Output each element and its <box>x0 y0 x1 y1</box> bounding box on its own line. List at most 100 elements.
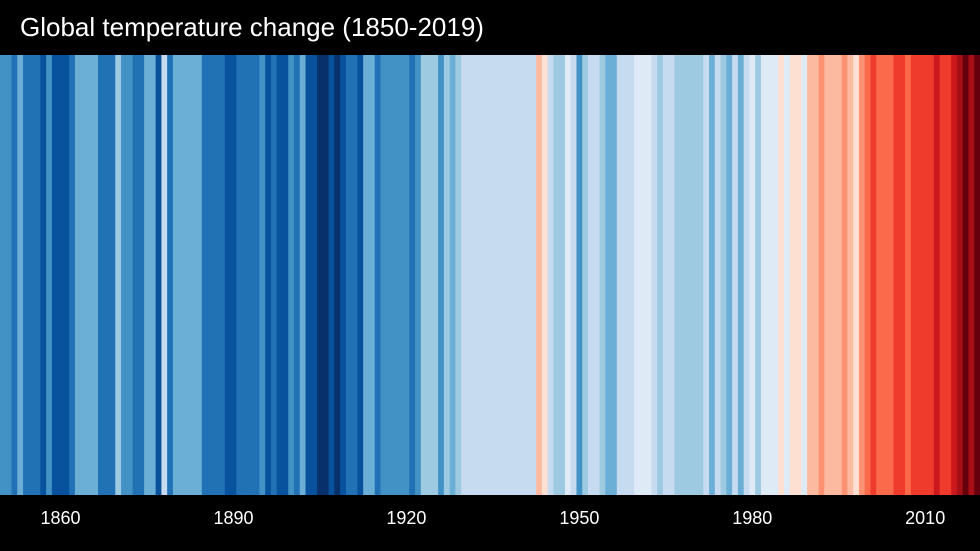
stripe-1961 <box>639 55 647 495</box>
stripe-1955 <box>605 55 612 495</box>
stripe-1853 <box>17 55 24 495</box>
stripe-1881 <box>178 55 186 495</box>
stripe-1944 <box>541 55 549 495</box>
stripe-1903 <box>305 55 312 495</box>
stripe-1957 <box>616 55 624 495</box>
stripe-1904 <box>311 55 318 495</box>
stripe-1971 <box>697 55 704 495</box>
stripe-1868 <box>103 55 111 495</box>
stripe-1861 <box>63 55 70 495</box>
stripe-1951 <box>582 55 589 495</box>
stripe-2005 <box>893 55 900 495</box>
stripe-1964 <box>657 55 664 495</box>
stripe-1901 <box>294 55 301 495</box>
stripe-1921 <box>409 55 416 495</box>
stripe-1993 <box>824 55 831 495</box>
stripe-2004 <box>887 55 895 495</box>
stripe-1872 <box>126 55 134 495</box>
stripe-1920 <box>403 55 410 495</box>
stripe-1936 <box>495 55 503 495</box>
stripe-1967 <box>674 55 681 495</box>
stripe-1994 <box>830 55 837 495</box>
stripe-1986 <box>784 55 791 495</box>
stripe-2014 <box>945 55 952 495</box>
x-tick-label: 1860 <box>40 508 81 528</box>
stripe-1869 <box>109 55 116 495</box>
x-tick-label: 1920 <box>386 508 427 528</box>
stripe-1935 <box>490 55 497 495</box>
stripe-1969 <box>686 55 693 495</box>
stripe-1873 <box>132 55 139 495</box>
stripe-2000 <box>864 55 872 495</box>
stripe-1886 <box>207 55 214 495</box>
stripe-1942 <box>530 55 537 495</box>
stripe-1887 <box>213 55 220 495</box>
stripe-2013 <box>939 55 947 495</box>
stripe-2015 <box>951 55 958 495</box>
stripe-1880 <box>172 55 180 495</box>
stripe-1937 <box>501 55 508 495</box>
stripe-1959 <box>628 55 635 495</box>
stripe-1851 <box>5 55 13 495</box>
stripe-1974 <box>714 55 722 495</box>
stripe-1924 <box>426 55 433 495</box>
stripe-1928 <box>449 55 457 495</box>
x-tick-label: 1950 <box>559 508 600 528</box>
stripe-1933 <box>478 55 485 495</box>
stripe-1970 <box>691 55 699 495</box>
stripe-1925 <box>432 55 439 495</box>
stripe-1992 <box>818 55 825 495</box>
stripe-2002 <box>876 55 883 495</box>
stripe-1883 <box>190 55 197 495</box>
stripe-1909 <box>340 55 347 495</box>
stripe-1913 <box>363 55 370 495</box>
stripe-1888 <box>219 55 226 495</box>
stripe-1898 <box>276 55 284 495</box>
stripe-1917 <box>386 55 393 495</box>
stripe-1989 <box>801 55 808 495</box>
stripe-1923 <box>420 55 428 495</box>
stripe-1875 <box>144 55 151 495</box>
stripe-1885 <box>201 55 209 495</box>
stripe-1882 <box>184 55 191 495</box>
stripe-1987 <box>789 55 797 495</box>
stripe-1972 <box>703 55 710 495</box>
stripe-1918 <box>392 55 399 495</box>
stripe-1981 <box>755 55 762 495</box>
stripe-1915 <box>374 55 382 495</box>
stripe-1996 <box>841 55 849 495</box>
stripe-1856 <box>34 55 41 495</box>
stripe-1982 <box>760 55 768 495</box>
stripe-1890 <box>230 55 237 495</box>
x-tick-label: 1890 <box>213 508 254 528</box>
warming-stripes <box>0 55 980 495</box>
stripe-1966 <box>668 55 676 495</box>
stripe-2018 <box>968 55 975 495</box>
stripe-1952 <box>588 55 595 495</box>
stripe-1968 <box>680 55 687 495</box>
stripe-1965 <box>662 55 670 495</box>
stripe-1905 <box>317 55 324 495</box>
stripe-1876 <box>149 55 157 495</box>
stripe-1893 <box>247 55 255 495</box>
x-tick-label: 1980 <box>732 508 773 528</box>
stripe-1899 <box>282 55 289 495</box>
stripe-1891 <box>236 55 243 495</box>
stripe-1984 <box>772 55 779 495</box>
stripe-1958 <box>622 55 629 495</box>
stripe-1978 <box>737 55 745 495</box>
stripe-1931 <box>466 55 474 495</box>
stripe-1884 <box>196 55 203 495</box>
stripe-1866 <box>92 55 99 495</box>
stripe-1953 <box>593 55 601 495</box>
stripe-1976 <box>726 55 733 495</box>
stripe-1865 <box>86 55 93 495</box>
stripe-1855 <box>28 55 36 495</box>
stripe-1858 <box>46 55 53 495</box>
stripe-1878 <box>161 55 168 495</box>
stripe-1912 <box>357 55 364 495</box>
stripe-2017 <box>962 55 970 495</box>
stripe-1983 <box>766 55 774 495</box>
stripe-2001 <box>870 55 877 495</box>
stripe-2010 <box>922 55 929 495</box>
